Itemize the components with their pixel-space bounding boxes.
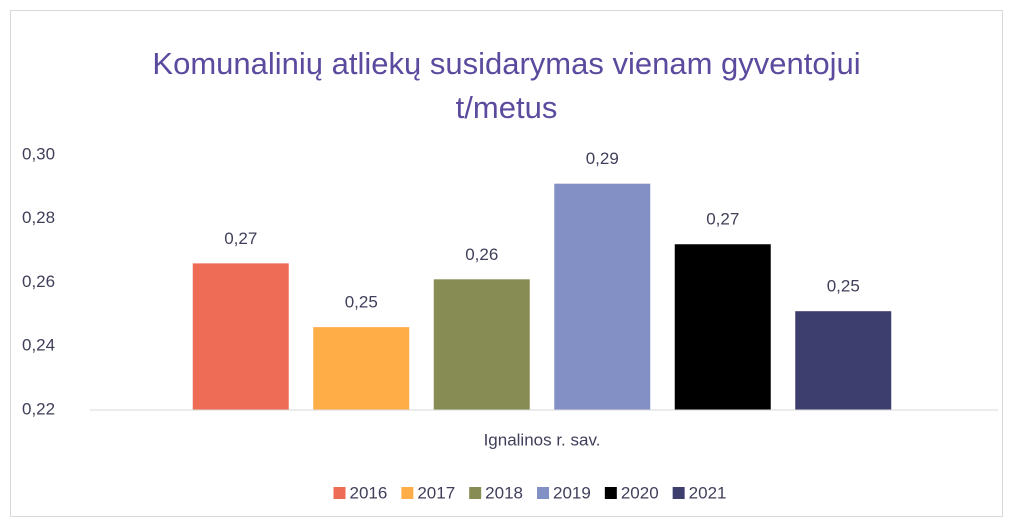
legend-label: 2019 — [553, 483, 591, 502]
y-tick-label: 0,24 — [22, 336, 55, 355]
value-label: 0,26 — [465, 245, 498, 264]
legend-swatch — [333, 487, 346, 499]
legend-swatch — [537, 487, 549, 499]
bar — [795, 311, 892, 410]
value-label: 0,25 — [345, 293, 378, 312]
legend-label: 2016 — [350, 483, 388, 502]
bar — [192, 263, 289, 410]
value-label: 0,27 — [224, 229, 257, 248]
chart-title: Komunalinių atliekų susidarymas vienam g… — [152, 46, 861, 125]
legend-label: 2018 — [485, 483, 523, 502]
y-tick-label: 0,28 — [22, 208, 55, 227]
bar — [674, 244, 771, 410]
legend-label: 2017 — [417, 483, 455, 502]
value-label: 0,25 — [827, 277, 860, 296]
legend-label: 2020 — [621, 483, 659, 502]
bar — [433, 279, 530, 410]
legend-swatch — [469, 487, 482, 499]
bar — [554, 183, 651, 410]
bar — [313, 327, 410, 410]
legend-swatch — [401, 487, 414, 499]
legend-swatch — [672, 487, 685, 499]
x-tick-label: Ignalinos r. sav. — [484, 430, 601, 449]
value-label: 0,27 — [706, 210, 739, 229]
chart-border — [10, 10, 1003, 517]
y-tick-label: 0,26 — [22, 272, 55, 291]
legend-label: 2021 — [689, 483, 727, 502]
legend-swatch — [604, 487, 617, 499]
value-label: 0,29 — [586, 149, 619, 168]
y-tick-label: 0,30 — [22, 144, 55, 163]
y-tick-label: 0,22 — [22, 399, 55, 418]
